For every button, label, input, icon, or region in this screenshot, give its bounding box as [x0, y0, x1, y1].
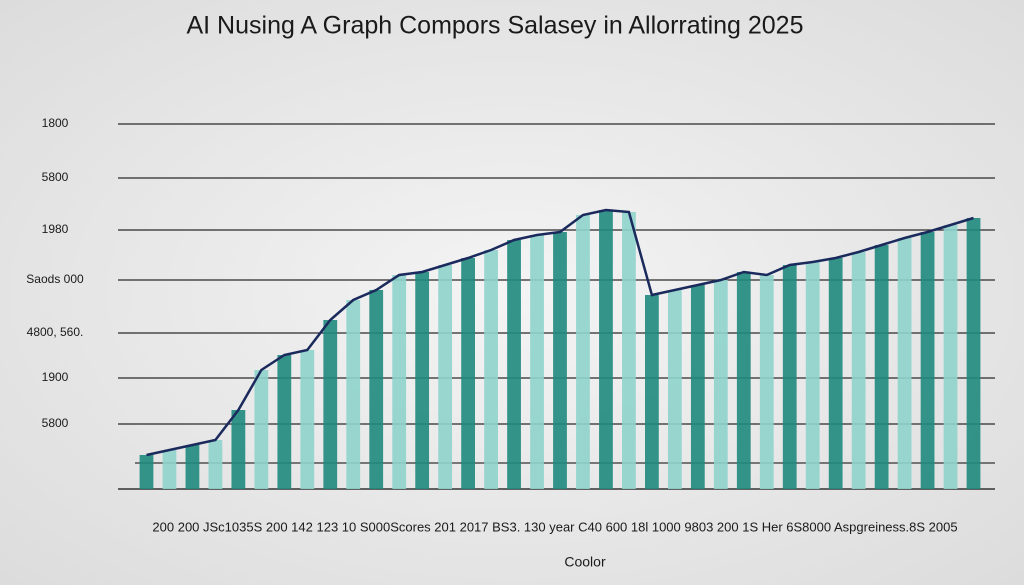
bar [553, 232, 567, 489]
x-axis-label: Coolor [564, 554, 606, 570]
bar [392, 275, 407, 489]
x-tick-text: 200 200 JSc1035S 200 142 123 10 S000Scor… [152, 519, 957, 534]
bar [576, 215, 590, 489]
bar [645, 295, 659, 489]
bar [805, 262, 820, 489]
bar [484, 250, 498, 489]
bar [369, 290, 384, 489]
bar [828, 258, 843, 489]
y-tick-label: 1900 [42, 370, 69, 384]
bar [759, 275, 774, 489]
bar [622, 212, 636, 489]
y-tick-label: 4800, 560. [27, 325, 84, 339]
bar [323, 320, 338, 489]
bar [920, 232, 935, 489]
bar [346, 300, 361, 489]
chart-title: AI Nusing A Graph Compors Salasey in All… [186, 12, 803, 40]
bar [438, 265, 453, 489]
bar [254, 370, 269, 489]
y-tick-label: 5800 [42, 416, 69, 430]
bar [507, 240, 521, 489]
bar [415, 272, 430, 489]
bar [667, 290, 682, 489]
bar [599, 210, 613, 489]
y-tick-label: 1800 [42, 116, 69, 130]
bar [139, 455, 154, 489]
bar [185, 445, 200, 489]
y-tick-label: 5800 [42, 170, 69, 184]
bar [530, 235, 544, 489]
bar [231, 410, 246, 489]
y-tick-label: Saods 000 [26, 272, 84, 286]
trend-line [146, 208, 974, 457]
bar [208, 440, 223, 489]
bar [851, 252, 866, 489]
bar [300, 350, 315, 489]
bar [713, 280, 728, 489]
bar [277, 355, 292, 489]
y-tick-label: 1980 [42, 222, 69, 236]
bar [897, 238, 912, 489]
bar [461, 258, 475, 489]
bar [782, 265, 797, 489]
bar [943, 225, 958, 489]
bar [874, 245, 889, 489]
bar [690, 285, 705, 489]
bar [966, 218, 981, 489]
bar [162, 450, 177, 489]
bar [736, 272, 751, 489]
